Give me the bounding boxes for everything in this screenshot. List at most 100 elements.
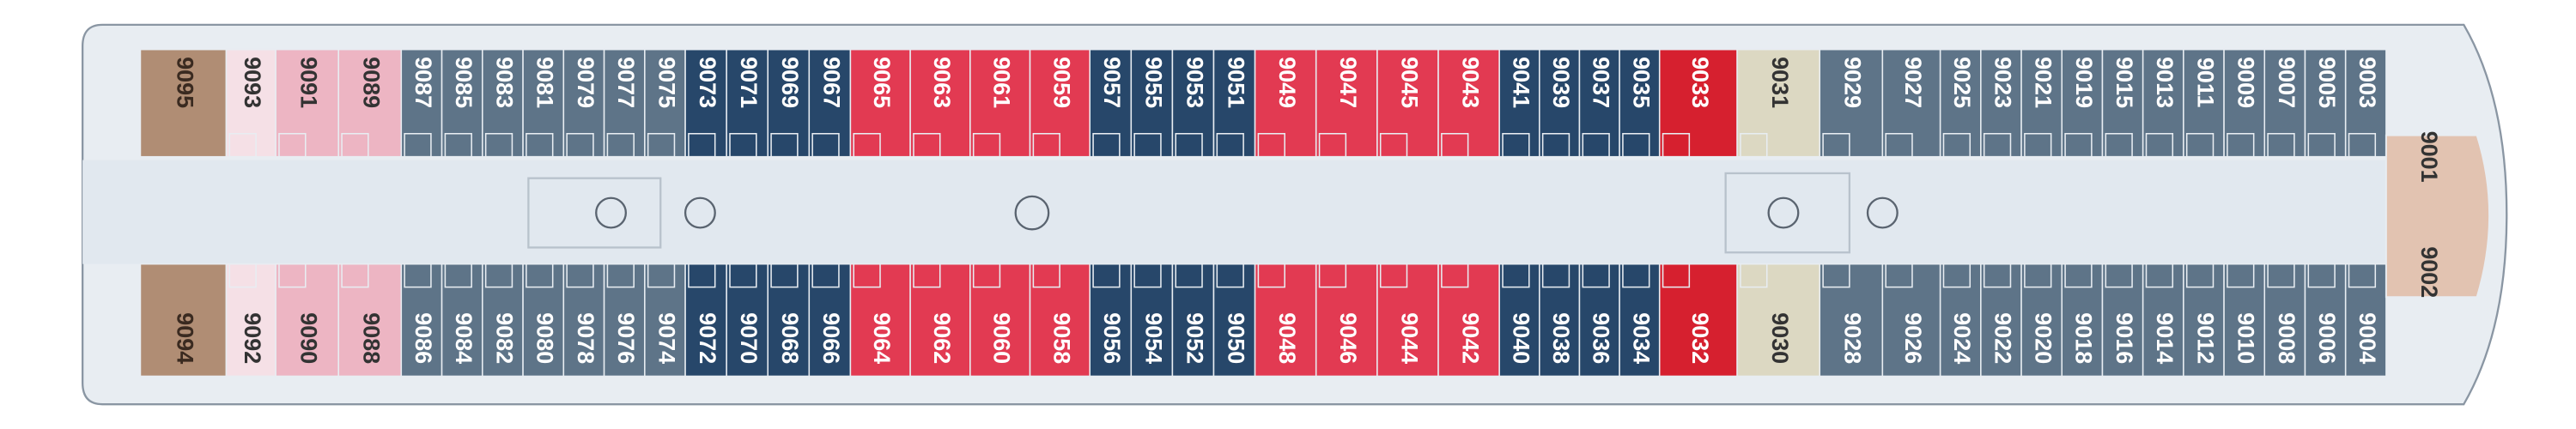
cabin-number: 9084 bbox=[451, 312, 477, 364]
cabin bbox=[603, 48, 646, 158]
balcony-box bbox=[811, 263, 840, 288]
cabin-number: 9069 bbox=[777, 57, 803, 108]
cabin-number: 9020 bbox=[2031, 312, 2057, 364]
cabin-number: 9001 bbox=[2416, 131, 2442, 183]
cabin-number: 9093 bbox=[240, 57, 265, 108]
cabin bbox=[1819, 48, 1884, 158]
balcony-box bbox=[404, 133, 432, 158]
cabin-number: 9025 bbox=[1949, 57, 1975, 108]
cabin-number: 9037 bbox=[1589, 57, 1614, 108]
cabin-number: 9016 bbox=[2111, 312, 2137, 364]
stairs-icon bbox=[1014, 195, 1050, 231]
balcony-box bbox=[2064, 263, 2093, 288]
balcony-box bbox=[2307, 133, 2336, 158]
balcony-box bbox=[2105, 133, 2133, 158]
balcony-box bbox=[1885, 263, 1913, 288]
cabin bbox=[2061, 48, 2104, 158]
balcony-box bbox=[770, 133, 799, 158]
balcony-box bbox=[2348, 263, 2377, 288]
cabin-number: 9075 bbox=[653, 57, 679, 108]
balcony-box bbox=[1983, 263, 2012, 288]
balcony-box bbox=[770, 263, 799, 288]
cabin-number: 9057 bbox=[1099, 57, 1125, 108]
cabin bbox=[1881, 263, 1941, 378]
cabin bbox=[2344, 263, 2387, 378]
cabin-number: 9081 bbox=[532, 57, 558, 108]
cabin bbox=[522, 48, 565, 158]
cabin-number: 9063 bbox=[929, 57, 955, 108]
cabin-number: 9072 bbox=[695, 312, 720, 364]
balcony-box bbox=[2267, 133, 2295, 158]
deck: 9095 9093 9091 9089 9087 9085 9083 9081 9079 9077… bbox=[82, 23, 2508, 406]
balcony-box bbox=[606, 263, 635, 288]
cabin bbox=[1619, 263, 1661, 378]
balcony-box bbox=[484, 263, 513, 288]
cabin bbox=[1315, 48, 1378, 158]
balcony-box bbox=[1092, 133, 1121, 158]
balcony-box bbox=[853, 263, 881, 288]
balcony-box bbox=[2024, 133, 2052, 158]
cabin-number: 9073 bbox=[695, 57, 720, 108]
balcony-box bbox=[2024, 263, 2052, 288]
cabin-number: 9011 bbox=[2192, 57, 2218, 107]
cabin-number: 9080 bbox=[532, 312, 558, 364]
balcony-box bbox=[688, 263, 716, 288]
cabin-number: 9005 bbox=[2314, 57, 2340, 108]
cabin bbox=[1498, 48, 1540, 158]
balcony-box bbox=[1942, 133, 1971, 158]
cabin bbox=[1658, 263, 1738, 378]
cabin-number: 9003 bbox=[2354, 57, 2380, 108]
cabin-number: 9088 bbox=[359, 312, 385, 364]
cabin bbox=[2183, 48, 2225, 158]
cabin bbox=[1254, 48, 1317, 158]
balcony-box bbox=[1318, 133, 1347, 158]
cabin-number: 9056 bbox=[1099, 312, 1125, 364]
cabin bbox=[2223, 48, 2266, 158]
balcony-box bbox=[2145, 133, 2174, 158]
cabin bbox=[2101, 263, 2144, 378]
balcony-box bbox=[1662, 133, 1691, 158]
cabin bbox=[400, 48, 443, 158]
balcony-box bbox=[2185, 133, 2215, 158]
cabin-number: 9090 bbox=[296, 312, 322, 364]
balcony-box bbox=[1622, 263, 1650, 288]
cabin-number: 9086 bbox=[410, 312, 436, 364]
cabin bbox=[275, 48, 340, 158]
cabin-number: 9047 bbox=[1335, 57, 1361, 108]
balcony-box bbox=[2105, 263, 2133, 288]
cabin-number: 9029 bbox=[1840, 57, 1866, 108]
balcony-box bbox=[228, 263, 257, 288]
cabin-number: 9055 bbox=[1140, 57, 1166, 108]
cabin-number: 9038 bbox=[1548, 312, 1574, 364]
cabin-number: 9026 bbox=[1900, 312, 1926, 364]
cabin bbox=[2020, 263, 2063, 378]
balcony-box bbox=[2227, 133, 2255, 158]
balcony-box bbox=[2267, 263, 2295, 288]
balcony-box bbox=[484, 133, 513, 158]
cabin-number: 9085 bbox=[451, 57, 477, 108]
balcony-box bbox=[526, 133, 554, 158]
cabin-number: 9023 bbox=[1990, 57, 2015, 108]
balcony-box bbox=[1541, 133, 1571, 158]
cabin-number: 9074 bbox=[653, 312, 679, 364]
cabin-number: 9094 bbox=[172, 312, 197, 364]
balcony-box bbox=[811, 133, 840, 158]
cabin-number: 9054 bbox=[1140, 312, 1166, 364]
balcony-box bbox=[972, 263, 1001, 288]
cabin-number: 9014 bbox=[2152, 312, 2178, 364]
cabin bbox=[139, 263, 228, 378]
cabin bbox=[1881, 48, 1941, 158]
balcony-box bbox=[1032, 263, 1060, 288]
cabin-number: 9002 bbox=[2416, 246, 2442, 298]
cabin-number: 9028 bbox=[1840, 312, 1866, 364]
balcony-box bbox=[1216, 133, 1244, 158]
balcony-box bbox=[1582, 263, 1610, 288]
cabin bbox=[1315, 263, 1378, 378]
cabin bbox=[337, 48, 403, 158]
balcony-box bbox=[1257, 263, 1285, 288]
cabin-number: 9041 bbox=[1508, 57, 1534, 108]
cabin bbox=[767, 263, 811, 378]
balcony-box bbox=[1822, 133, 1850, 158]
cabin-number: 9053 bbox=[1182, 57, 1207, 108]
cabin bbox=[1498, 263, 1540, 378]
